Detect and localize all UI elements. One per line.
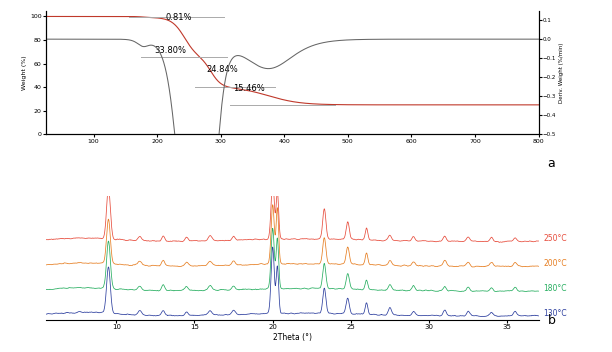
Y-axis label: Weight (%): Weight (%) [22, 55, 28, 90]
Text: 200°C: 200°C [543, 259, 567, 268]
Text: 15.46%: 15.46% [233, 84, 265, 93]
Text: 250°C: 250°C [543, 234, 567, 243]
Text: a: a [548, 157, 556, 170]
Text: 0.81%: 0.81% [165, 13, 192, 22]
Text: 180°C: 180°C [543, 284, 567, 293]
Text: b: b [548, 314, 556, 327]
X-axis label: 2Theta (°): 2Theta (°) [273, 333, 312, 342]
Text: 33.80%: 33.80% [154, 46, 186, 55]
Text: 130°C: 130°C [543, 309, 567, 318]
Text: 24.84%: 24.84% [207, 65, 239, 74]
Y-axis label: Deriv. Weight (%/min): Deriv. Weight (%/min) [559, 42, 564, 103]
